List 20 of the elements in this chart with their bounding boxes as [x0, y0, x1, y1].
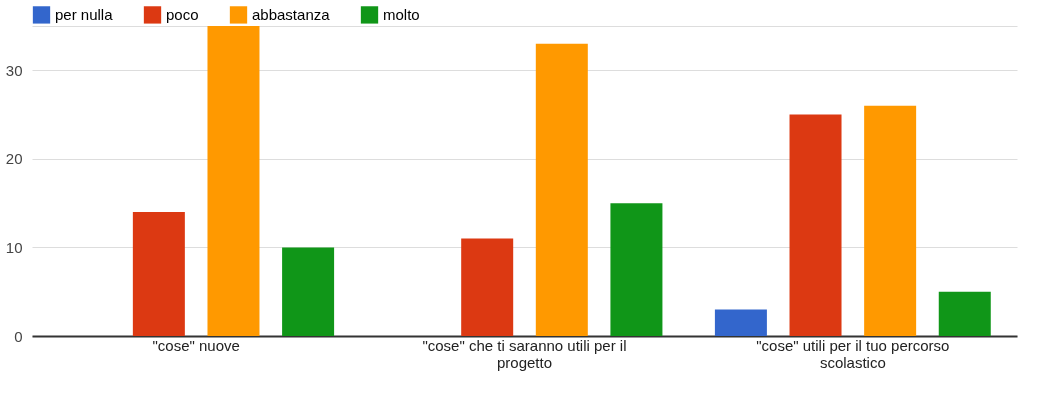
- legend-label: poco: [166, 5, 199, 23]
- y-tick-label: 20: [5, 150, 23, 168]
- bar: [132, 212, 185, 336]
- legend-label: molto: [383, 5, 420, 23]
- y-tick-label: 0: [14, 327, 23, 345]
- bar: [714, 309, 767, 336]
- x-tick-label: "cose" utili per il tuo percorso scolastico: [756, 336, 950, 371]
- bar: [461, 238, 514, 336]
- y-tick-label: 30: [5, 61, 23, 79]
- bar: [535, 43, 588, 336]
- y-tick-label: 10: [5, 238, 23, 256]
- legend-label: per nulla: [55, 5, 114, 23]
- bar: [864, 105, 917, 336]
- x-tick-label: "cose" nuove: [152, 336, 240, 354]
- bar: [789, 114, 842, 336]
- bar: [282, 247, 335, 336]
- bar: [938, 291, 991, 336]
- x-tick-label: "cose" che ti saranno utili per il progetto: [422, 336, 627, 371]
- bar: [610, 203, 663, 336]
- legend-label: abbastanza: [252, 5, 331, 23]
